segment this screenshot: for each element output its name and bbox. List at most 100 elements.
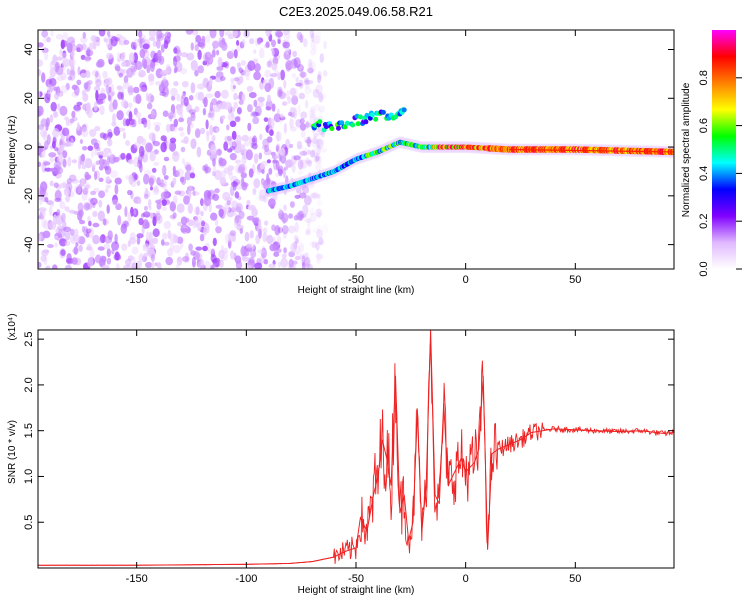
noise-blob <box>136 236 141 245</box>
noise-blob <box>86 47 91 58</box>
noise-blob <box>103 166 109 171</box>
noise-blob <box>81 124 87 133</box>
noise-blob <box>169 214 176 219</box>
series-line-snr <box>38 330 674 566</box>
noise-blob <box>125 140 131 146</box>
noise-blob <box>85 231 90 238</box>
noise-blob <box>242 38 246 45</box>
noise-blob <box>59 105 68 116</box>
noise-blob <box>133 107 138 116</box>
noise-blob <box>85 70 91 79</box>
noise-blob <box>252 188 257 196</box>
noise-blob <box>194 106 200 113</box>
noise-blob <box>67 156 72 167</box>
noise-blob <box>305 80 314 85</box>
noise-blob <box>304 195 312 206</box>
noise-blob <box>69 137 74 147</box>
noise-blob <box>49 201 55 208</box>
noise-blob <box>272 190 278 201</box>
noise-blob <box>46 244 54 248</box>
noise-blob <box>88 220 92 227</box>
noise-blob <box>230 250 235 260</box>
noise-blob <box>180 67 188 75</box>
noise-blob <box>74 184 82 195</box>
noise-blob <box>219 259 224 268</box>
noise-blob <box>42 230 51 239</box>
noise-blob <box>183 96 189 107</box>
noise-blob <box>296 187 302 194</box>
noise-blob <box>171 95 176 101</box>
noise-blob <box>49 114 54 123</box>
noise-blob <box>240 69 246 76</box>
noise-blob <box>243 69 251 77</box>
y-tick-label: -40 <box>23 237 35 253</box>
noise-blob <box>296 250 302 260</box>
noise-blob <box>73 104 78 111</box>
noise-blob <box>82 93 89 102</box>
noise-blob <box>262 138 270 147</box>
noise-blob <box>227 165 235 171</box>
noise-blob <box>38 261 42 268</box>
noise-blob <box>65 82 70 91</box>
noise-blob <box>137 197 142 205</box>
noise-blob <box>218 249 225 259</box>
noise-blob <box>294 221 299 233</box>
snr-panel: -150 -100 -50 0 50 0.5 1.0 1.5 2.0 2.5 Height of… <box>7 313 675 596</box>
noise-blob <box>108 92 113 103</box>
branch-cell <box>363 119 369 125</box>
noise-blob <box>308 58 313 67</box>
noise-blob <box>71 257 78 265</box>
noise-blob <box>55 33 63 40</box>
noise-blob <box>83 202 91 211</box>
noise-blob <box>246 85 254 92</box>
noise-blob <box>272 56 279 65</box>
noise-blob <box>127 255 134 262</box>
figure-title: C2E3.2025.049.06.58.R21 <box>279 4 433 19</box>
noise-blob <box>240 60 246 66</box>
snr-noise-detail <box>38 344 674 566</box>
noise-blob <box>268 58 273 65</box>
noise-blob <box>258 101 264 108</box>
noise-blob <box>243 140 251 147</box>
branch-cell <box>317 119 323 125</box>
noise-blob <box>41 47 49 54</box>
noise-blob <box>246 247 253 253</box>
noise-blob <box>90 190 97 196</box>
noise-blob <box>52 214 58 226</box>
branch-cell <box>342 124 348 130</box>
noise-blob <box>211 40 220 49</box>
branch-cell <box>373 116 379 122</box>
branch-cell <box>355 121 361 127</box>
noise-blob <box>214 90 221 99</box>
noise-blob <box>268 263 276 268</box>
heatmap-signal-trace <box>265 107 674 197</box>
noise-blob <box>98 158 105 166</box>
noise-blob <box>188 243 193 252</box>
noise-blob <box>46 264 51 269</box>
branch-cell <box>350 122 356 128</box>
colorbar-tick-label: 0.0 <box>698 261 710 276</box>
noise-blob <box>70 50 75 58</box>
noise-blob <box>187 203 193 214</box>
noise-blob <box>282 225 289 235</box>
noise-blob <box>323 40 327 50</box>
noise-blob <box>68 174 77 182</box>
noise-blob <box>300 70 305 79</box>
noise-blob <box>105 176 111 183</box>
noise-blob <box>68 57 76 68</box>
noise-blob <box>210 144 217 155</box>
noise-blob <box>127 211 132 223</box>
noise-blob <box>76 79 82 86</box>
noise-blob <box>66 42 73 53</box>
noise-blob <box>152 140 160 147</box>
noise-blob <box>94 171 98 181</box>
noise-blob <box>303 38 308 48</box>
noise-blob <box>278 88 282 97</box>
noise-blob <box>148 132 156 141</box>
noise-blob <box>86 243 92 251</box>
noise-blob <box>180 216 188 225</box>
noise-blob <box>38 90 41 98</box>
noise-blob <box>173 234 178 244</box>
noise-blob <box>197 91 205 101</box>
noise-blob <box>212 40 220 49</box>
